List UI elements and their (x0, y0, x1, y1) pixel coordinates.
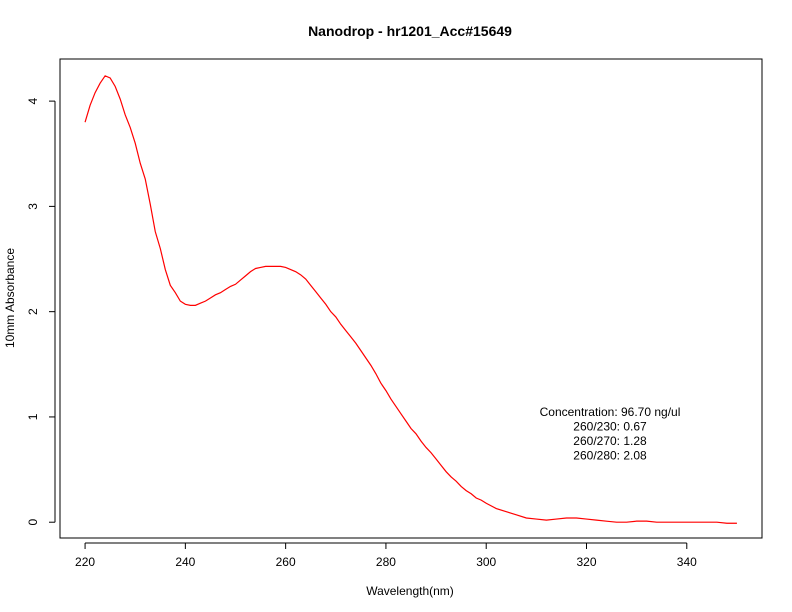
plot-frame (59, 58, 763, 539)
annotation-line: 260/280: 2.08 (573, 449, 647, 463)
y-tick-label: 1 (26, 413, 40, 420)
x-tick-label: 280 (376, 555, 396, 569)
annotation-line: Concentration: 96.70 ng/ul (540, 405, 681, 419)
x-tick-label: 340 (677, 555, 697, 569)
x-tick-label: 260 (276, 555, 296, 569)
y-tick-label: 0 (26, 519, 40, 526)
y-axis: 0 1 2 3 4 (26, 97, 56, 526)
x-axis-label: Wavelength(nm) (366, 584, 454, 598)
chart-title: Nanodrop - hr1201_Acc#15649 (308, 23, 512, 39)
x-tick-label: 240 (175, 555, 195, 569)
annotation-line: 260/230: 0.67 (573, 420, 647, 434)
x-tick-label: 320 (576, 555, 596, 569)
annotation-line: 260/270: 1.28 (573, 434, 647, 448)
y-tick-label: 4 (26, 97, 40, 104)
x-tick-label: 300 (476, 555, 496, 569)
x-axis: 220 240 260 280 300 320 340 (75, 542, 697, 569)
y-tick-label: 2 (26, 308, 40, 315)
x-tick-label: 220 (75, 555, 95, 569)
y-tick-label: 3 (26, 203, 40, 210)
absorbance-line (84, 75, 737, 524)
y-axis-label: 10mm Absorbance (3, 248, 17, 348)
